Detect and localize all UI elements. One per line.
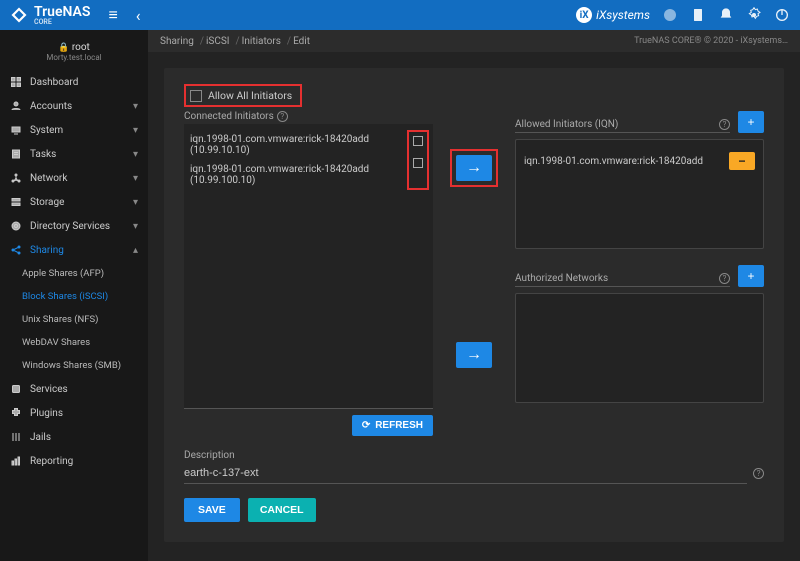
refresh-icon: ⟳ — [362, 420, 370, 431]
description-input[interactable] — [184, 463, 747, 484]
sidebar-subitem-windows-shares-smb-[interactable]: Windows Shares (SMB) — [0, 354, 148, 377]
connected-row-checkbox[interactable] — [413, 158, 423, 168]
nav-item-sharing[interactable]: Sharing▴ — [0, 238, 148, 262]
storage-icon — [10, 196, 22, 208]
cancel-button[interactable]: CANCEL — [248, 498, 316, 522]
accounts-icon — [10, 100, 22, 112]
connected-row[interactable]: iqn.1998-01.com.vmware:rick-18420add (10… — [188, 160, 407, 190]
nav-item-services[interactable]: Services — [0, 377, 148, 401]
chevron-up-icon: ▴ — [133, 245, 138, 256]
allow-all-label: Allow All Initiators — [208, 89, 292, 102]
connected-checks-highlight — [407, 130, 429, 190]
truenas-icon — [10, 6, 28, 24]
connected-listbox[interactable]: iqn.1998-01.com.vmware:rick-18420add (10… — [184, 124, 433, 409]
sidebar-subitem-unix-shares-nfs-[interactable]: Unix Shares (NFS) — [0, 308, 148, 331]
system-icon — [10, 124, 22, 136]
nav-item-network[interactable]: Network▾ — [0, 166, 148, 190]
brand-edition: CORE — [34, 18, 90, 26]
nav-item-dashboard[interactable]: Dashboard — [0, 70, 148, 94]
allowed-help-icon[interactable]: ? — [719, 119, 730, 130]
breadcrumb-sharing[interactable]: Sharing — [160, 36, 194, 47]
services2-icon — [10, 383, 22, 395]
nav-item-accounts[interactable]: Accounts▾ — [0, 94, 148, 118]
save-button[interactable]: SAVE — [184, 498, 240, 522]
breadcrumb-bar: Sharing/iSCSI/Initiators/Edit TrueNAS CO… — [148, 30, 800, 52]
connected-help-icon[interactable]: ? — [277, 111, 288, 122]
sharing-icon — [10, 244, 22, 256]
remove-allowed-button[interactable]: − — [729, 152, 755, 170]
connected-row[interactable]: iqn.1998-01.com.vmware:rick-18420add (10… — [188, 130, 407, 160]
allowed-label: Allowed Initiators (IQN) — [515, 119, 618, 130]
nav-item-storage[interactable]: Storage▾ — [0, 190, 148, 214]
authnet-listbox[interactable] — [515, 293, 764, 403]
copyright-text: TrueNAS CORE® © 2020 - iXsystems… — [634, 36, 788, 46]
menu-toggle-icon[interactable]: ≡ — [108, 5, 117, 25]
sidebar: 🔒 root Morty.test.local DashboardAccount… — [0, 30, 148, 561]
chevron-down-icon: ▾ — [133, 197, 138, 208]
nav-item-reporting[interactable]: Reporting — [0, 449, 148, 473]
nav-item-directory-services[interactable]: Directory Services▾ — [0, 214, 148, 238]
chevron-down-icon: ▾ — [133, 125, 138, 136]
back-icon[interactable]: ‹ — [136, 6, 141, 25]
connected-row-checkbox[interactable] — [413, 136, 423, 146]
jails-icon — [10, 431, 22, 443]
breadcrumb-edit: Edit — [293, 36, 310, 47]
chevron-down-icon: ▾ — [133, 149, 138, 160]
breadcrumb-initiators[interactable]: Initiators — [242, 36, 281, 47]
vendor-name: iXsystems — [596, 8, 650, 22]
move-allowed-highlight: → — [450, 149, 498, 187]
top-bar: TrueNAS CORE ≡ ‹ iX iXsystems — [0, 0, 800, 30]
bell-icon[interactable] — [718, 7, 734, 23]
brand-logo: TrueNAS CORE — [10, 4, 90, 26]
sidebar-subitem-block-shares-iscsi-[interactable]: Block Shares (iSCSI) — [0, 285, 148, 308]
user-host: Morty.test.local — [0, 53, 148, 62]
nav-item-jails[interactable]: Jails — [0, 425, 148, 449]
chevron-down-icon: ▾ — [133, 221, 138, 232]
move-to-allowed-button[interactable]: → — [456, 155, 492, 181]
add-allowed-button[interactable]: + — [738, 111, 764, 133]
description-label: Description — [184, 450, 235, 461]
status-icon[interactable] — [662, 7, 678, 23]
refresh-label: REFRESH — [375, 420, 423, 431]
description-help-icon[interactable]: ? — [753, 468, 764, 479]
allow-all-highlight: Allow All Initiators — [184, 84, 302, 107]
main-area: Sharing/iSCSI/Initiators/Edit TrueNAS CO… — [148, 30, 800, 561]
vendor-logo[interactable]: iX iXsystems — [576, 7, 650, 23]
nav-item-tasks[interactable]: Tasks▾ — [0, 142, 148, 166]
sidebar-subitem-apple-shares-afp-[interactable]: Apple Shares (AFP) — [0, 262, 148, 285]
authnet-help-icon[interactable]: ? — [719, 273, 730, 284]
sidebar-subitem-webdav-shares[interactable]: WebDAV Shares — [0, 331, 148, 354]
tasks-icon — [10, 148, 22, 160]
plugins-icon — [10, 407, 22, 419]
user-block: 🔒 root Morty.test.local — [0, 36, 148, 70]
user-name: root — [72, 42, 90, 53]
services-icon — [10, 220, 22, 232]
nav-item-plugins[interactable]: Plugins — [0, 401, 148, 425]
refresh-button[interactable]: ⟳ REFRESH — [352, 415, 433, 436]
move-to-authnet-button[interactable]: → — [456, 342, 492, 368]
breadcrumb-iscsi[interactable]: iSCSI — [206, 36, 230, 47]
power-icon[interactable] — [774, 7, 790, 23]
chevron-down-icon: ▾ — [133, 101, 138, 112]
reporting-icon — [10, 455, 22, 467]
allowed-listbox[interactable]: iqn.1998-01.com.vmware:rick-18420add− — [515, 139, 764, 249]
allowed-row[interactable]: iqn.1998-01.com.vmware:rick-18420add− — [520, 146, 759, 176]
add-authnet-button[interactable]: + — [738, 265, 764, 287]
allow-all-checkbox[interactable] — [190, 90, 202, 102]
network-icon — [10, 172, 22, 184]
gear-icon[interactable] — [746, 7, 762, 23]
initiator-edit-card: Allow All Initiators Connected Initiator… — [164, 68, 784, 542]
authnet-label: Authorized Networks — [515, 273, 608, 284]
clipboard-icon[interactable] — [690, 7, 706, 23]
nav-item-system[interactable]: System▾ — [0, 118, 148, 142]
chevron-down-icon: ▾ — [133, 173, 138, 184]
dashboard-icon — [10, 76, 22, 88]
connected-label: Connected Initiators — [184, 111, 274, 122]
lock-icon: 🔒 — [58, 43, 69, 53]
